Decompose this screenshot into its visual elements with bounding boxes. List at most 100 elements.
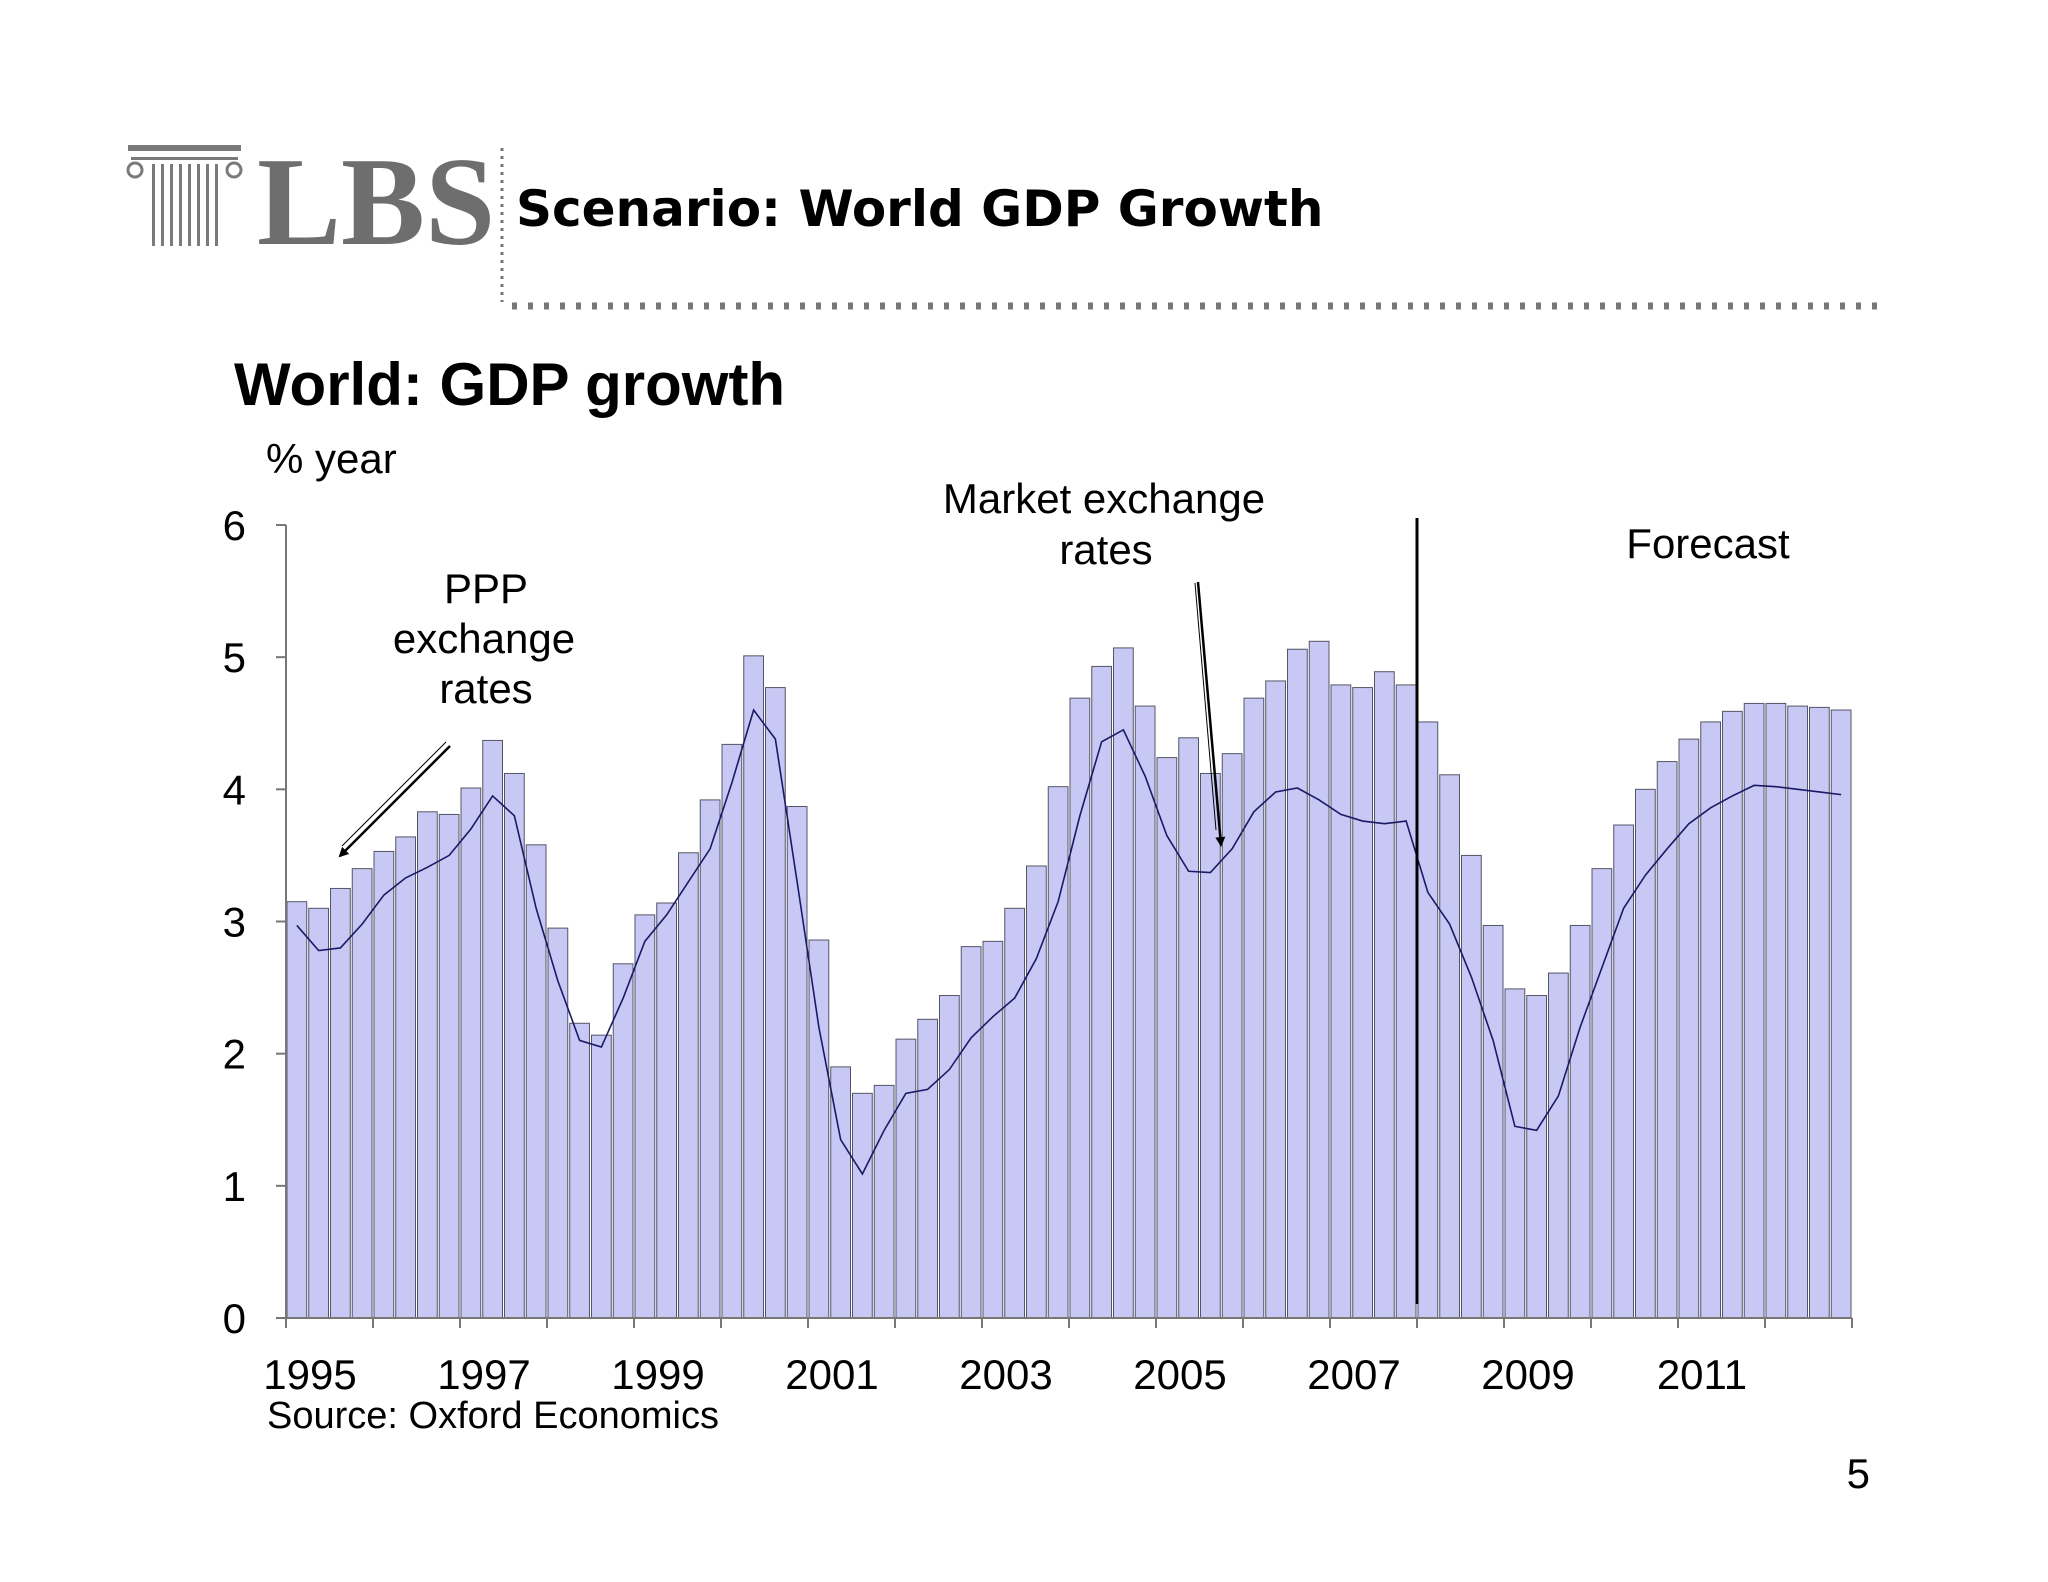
chart-title: World: GDP growth [234, 351, 785, 418]
bar [1178, 737, 1199, 1319]
bar [330, 887, 351, 1319]
y-axis-label: % year [266, 435, 397, 482]
bar [1722, 710, 1743, 1319]
annotation-mer-line2: rates [1059, 526, 1152, 573]
bar [960, 946, 982, 1319]
y-tick-label: 4 [223, 766, 246, 813]
bar [852, 1092, 873, 1319]
bar [939, 995, 960, 1319]
page-number: 5 [1847, 1450, 1870, 1497]
bar [547, 927, 569, 1319]
bar [1439, 774, 1460, 1319]
bar [1004, 907, 1025, 1319]
bar [721, 743, 743, 1319]
bar [808, 939, 830, 1319]
x-tick-label: 2005 [1133, 1351, 1226, 1398]
y-tick-label: 3 [223, 899, 246, 946]
bar [1047, 786, 1069, 1319]
annotation-ppp-arrow-shadow [341, 741, 447, 847]
bar [612, 963, 634, 1319]
x-tick-label: 2001 [785, 1351, 878, 1398]
bar [308, 907, 329, 1319]
x-tick-label: 2011 [1657, 1351, 1747, 1398]
bar [1026, 865, 1047, 1319]
bar [1200, 772, 1221, 1319]
bar [743, 655, 764, 1319]
bar [1330, 684, 1352, 1319]
bar [1830, 709, 1852, 1319]
bar [1352, 687, 1373, 1319]
annotation-ppp-line1: PPP [444, 565, 528, 612]
bar [1134, 705, 1156, 1319]
bar [1308, 640, 1330, 1319]
y-tick-label: 1 [223, 1163, 246, 1210]
bar [1700, 721, 1721, 1319]
x-tick-label: 1999 [611, 1351, 704, 1398]
bar [982, 940, 1004, 1319]
bar [1482, 924, 1504, 1319]
bar [1113, 647, 1134, 1319]
annotation-mer-arrow-shadow [1194, 582, 1217, 831]
bar [569, 1022, 590, 1319]
header-title: Scenario: World GDP Growth [516, 180, 1324, 238]
bar [1156, 757, 1178, 1319]
y-tick-label: 0 [223, 1295, 246, 1342]
bar [656, 902, 677, 1319]
bar [1656, 761, 1678, 1319]
bar [1504, 988, 1526, 1319]
x-tick-label: 1995 [263, 1351, 356, 1398]
bar [1809, 706, 1830, 1319]
x-axis: 1995 1997 1999 2001 2003 2005 2007 2009 2011 [263, 1317, 1853, 1398]
bar [1569, 924, 1591, 1319]
bar [678, 852, 699, 1319]
bar [286, 901, 308, 1319]
bar [504, 772, 525, 1319]
line-series-market-exchange-rates [296, 708, 1842, 1176]
bar [1287, 648, 1308, 1319]
bar [1765, 702, 1787, 1319]
annotation-mer-line1: Market exchange [943, 475, 1265, 522]
bar [1243, 697, 1265, 1319]
bar [699, 799, 721, 1319]
annotation-forecast: Forecast [1626, 520, 1790, 567]
x-tick-label: 1997 [437, 1351, 530, 1398]
bar [1591, 868, 1613, 1319]
bar [395, 836, 416, 1319]
bar-series [286, 640, 1852, 1319]
bar [917, 1018, 938, 1319]
bar [591, 1034, 612, 1319]
bar [895, 1038, 917, 1319]
y-tick-label: 2 [223, 1031, 246, 1078]
bar [1526, 995, 1547, 1319]
bar [1743, 702, 1765, 1319]
y-axis: 0 1 2 3 4 5 6 [223, 502, 287, 1342]
bar [351, 868, 373, 1319]
annotation-ppp-line3: rates [439, 665, 532, 712]
bar [373, 850, 395, 1319]
y-tick-label: 6 [223, 502, 246, 549]
annotation-ppp-arrow [338, 745, 451, 858]
bar [1265, 680, 1286, 1319]
logo-text: LBS [257, 133, 495, 272]
bar [1548, 972, 1569, 1319]
bar [1678, 738, 1700, 1319]
bar [1395, 684, 1417, 1319]
bar [1374, 671, 1395, 1319]
bar [482, 739, 503, 1319]
bar [1787, 705, 1808, 1319]
bar [1635, 788, 1656, 1319]
x-tick-label: 2003 [959, 1351, 1052, 1398]
bar [634, 914, 656, 1319]
x-tick-label: 2009 [1481, 1351, 1574, 1398]
y-tick-label: 5 [223, 634, 246, 681]
bar [1417, 721, 1439, 1319]
bar [1461, 854, 1482, 1319]
bar [438, 813, 460, 1319]
x-tick-label: 2007 [1307, 1351, 1400, 1398]
annotation-ppp-line2: exchange [393, 615, 575, 662]
bar [417, 811, 438, 1319]
bar [460, 787, 482, 1319]
bar [873, 1084, 895, 1319]
